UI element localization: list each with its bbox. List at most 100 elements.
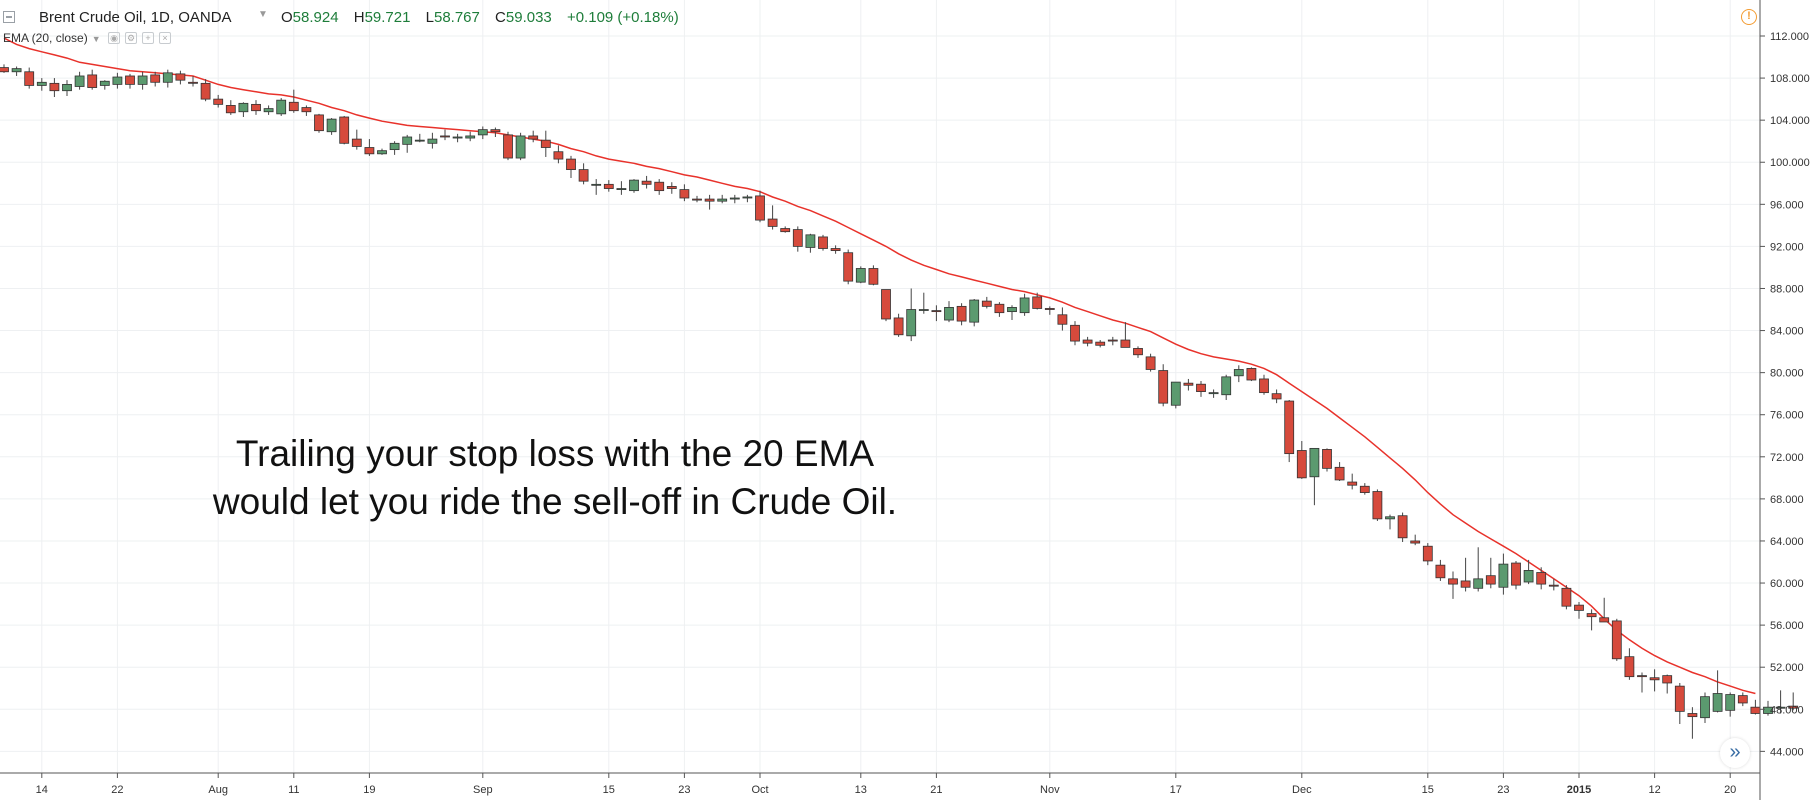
candle-up [616, 188, 627, 190]
candle-down [125, 75, 135, 85]
y-tick-label: 76.000 [1770, 410, 1804, 422]
chevron-down-icon[interactable]: ▼ [258, 9, 268, 20]
candle-down [1637, 675, 1647, 678]
candle-down [1145, 356, 1156, 370]
chevron-down-icon[interactable]: ▼ [91, 34, 101, 44]
candle-down [0, 67, 9, 73]
candle-up [855, 268, 866, 283]
ema-layer [3, 37, 1756, 695]
candle-up [1523, 570, 1534, 583]
candle-up [414, 139, 425, 142]
candle-down [641, 180, 652, 185]
candle-down [188, 81, 198, 84]
candle-down [566, 158, 576, 171]
candle-down [1574, 604, 1584, 611]
candle-down [1410, 540, 1421, 544]
candle-down [704, 198, 715, 202]
candle-up [1007, 307, 1017, 313]
candle-down [931, 310, 942, 313]
price-axis[interactable]: 112.000 108.000 104.000 100.000 96.000 92.000… [1760, 31, 1810, 758]
candle-up [326, 118, 337, 133]
y-tick-label: 48.000 [1770, 704, 1804, 716]
candle-down [1347, 481, 1358, 486]
x-tick-label: Oct [751, 784, 768, 796]
minus-square-icon[interactable] [3, 11, 15, 23]
candle-up [591, 183, 602, 186]
candle-down [1107, 339, 1118, 342]
candle-down [1674, 685, 1685, 712]
candle-up [742, 196, 753, 199]
candle-down [213, 98, 224, 105]
candle-down [503, 134, 513, 159]
candle-up [99, 80, 110, 86]
candle-down [1284, 400, 1295, 455]
candle-down [1422, 545, 1433, 562]
candle-down [868, 268, 879, 285]
symbol-title[interactable]: Brent Crude Oil, 1D, OANDA [39, 9, 232, 26]
double-chevron-right-icon[interactable]: » [1720, 738, 1750, 768]
x-tick-label: 22 [111, 784, 123, 796]
y-tick-label: 84.000 [1770, 326, 1804, 338]
candle-down [666, 186, 677, 189]
y-tick-label: 68.000 [1770, 494, 1804, 506]
x-tick-label: 17 [1170, 784, 1182, 796]
x-tick-label: 23 [678, 784, 690, 796]
candle-up [1309, 447, 1320, 478]
candle-down [288, 101, 299, 112]
candle-down [49, 82, 60, 92]
candle-up [74, 75, 85, 87]
exclamation-circle-icon[interactable]: ! [1741, 9, 1757, 25]
y-tick-label: 100.000 [1770, 157, 1810, 169]
y-tick-label: 92.000 [1770, 241, 1804, 253]
candle-down [490, 129, 501, 133]
candle-down [792, 229, 803, 247]
close-label: C [495, 9, 506, 26]
candle-up [1208, 392, 1219, 395]
candle-down [994, 303, 1005, 314]
candle-up [263, 108, 274, 113]
candle-up [477, 129, 488, 136]
candle-up [717, 198, 728, 202]
candle-up [389, 142, 400, 151]
candle-up [1700, 696, 1710, 719]
candle-down [1536, 572, 1547, 585]
y-tick-label: 56.000 [1770, 620, 1804, 632]
candle-down [1737, 695, 1748, 704]
candle-down [692, 198, 702, 201]
candle-down [301, 107, 312, 113]
x-tick-label: 15 [603, 784, 615, 796]
plus-icon[interactable]: + [142, 32, 154, 44]
x-tick-label: Nov [1040, 784, 1060, 796]
candle-down [1183, 382, 1194, 386]
candle-down [251, 103, 261, 112]
candle-down [881, 289, 891, 320]
ohlc-values: O58.924 H59.721 L58.767 C59.033 +0.109 (… [281, 9, 690, 26]
candle-down [1548, 584, 1559, 587]
candle-down [1032, 296, 1043, 309]
candle-down [1271, 393, 1282, 400]
indicator-legend[interactable]: EMA (20, close) ▼ [3, 31, 101, 45]
x-tick-label: 15 [1422, 784, 1434, 796]
candle-up [729, 197, 740, 200]
candle-up [452, 136, 463, 139]
time-axis[interactable]: 14 22 Aug 11 19 Sep 15 23 Oct 13 21 Nov 17 Dec 15 23 201… [36, 773, 1737, 796]
y-tick-label: 112.000 [1770, 31, 1809, 43]
candle-up [918, 309, 929, 311]
candle-down [956, 305, 967, 322]
candle-down [314, 114, 324, 132]
gear-icon[interactable]: ⚙ [125, 32, 137, 44]
candle-down [440, 135, 450, 138]
candle-down [1649, 677, 1660, 681]
candle-up [112, 76, 123, 85]
candle-down [1196, 383, 1206, 392]
open-label: O [281, 9, 293, 26]
y-tick-label: 64.000 [1770, 536, 1804, 548]
candle-down [1662, 675, 1673, 684]
candle-down [528, 135, 539, 140]
candle-up [1385, 516, 1395, 520]
low-label: L [425, 9, 434, 26]
close-icon[interactable]: × [159, 32, 171, 44]
eye-icon[interactable]: ◉ [108, 32, 120, 44]
x-tick-label: 12 [1648, 784, 1660, 796]
